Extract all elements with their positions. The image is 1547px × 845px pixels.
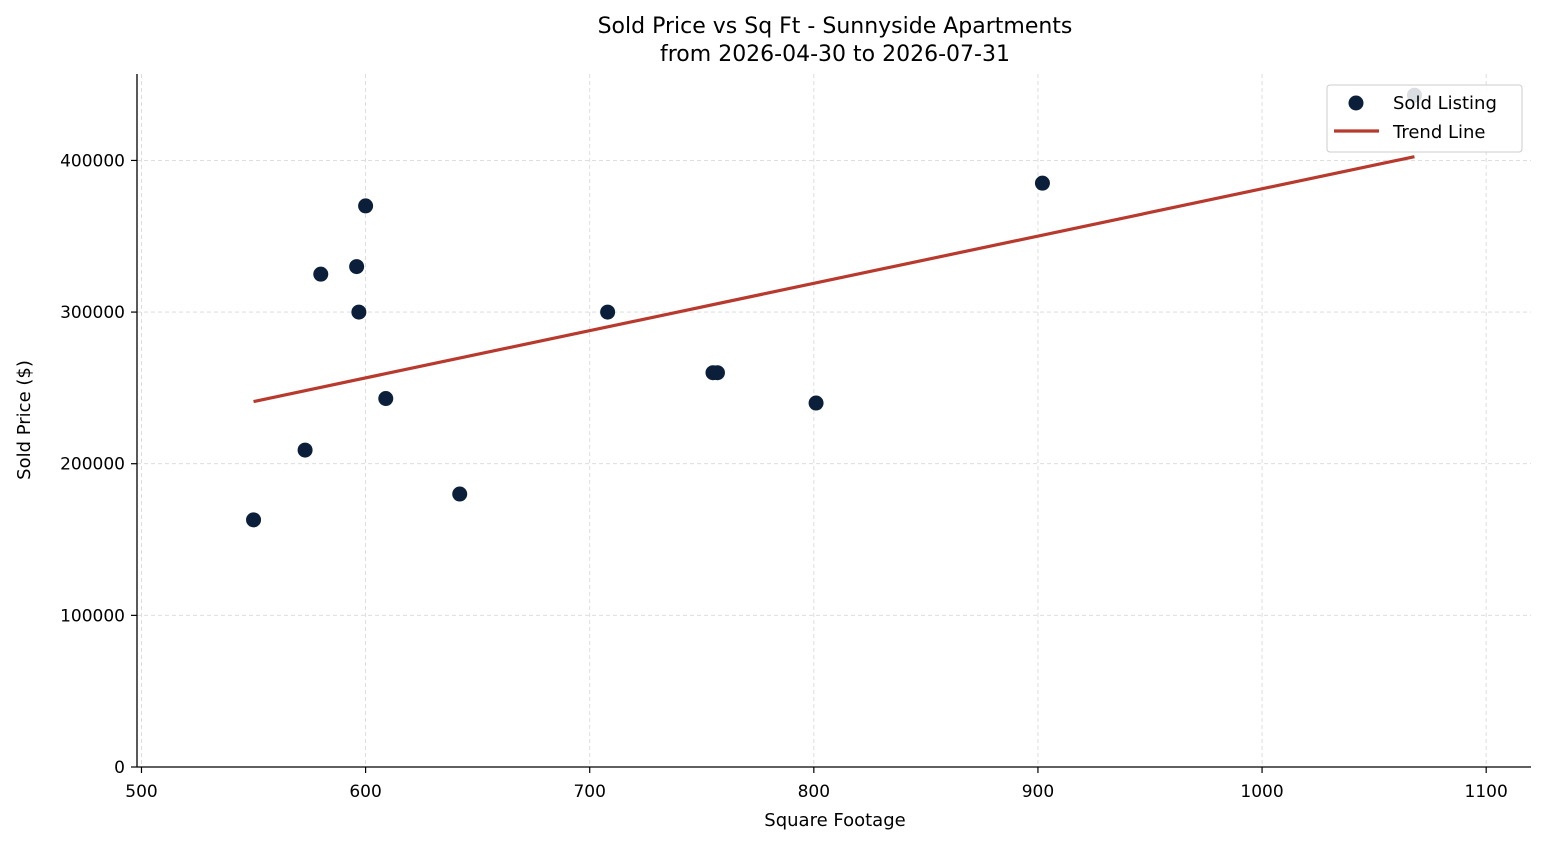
x-tick-label: 700 [573,782,605,802]
data-point [808,395,824,411]
grid [137,74,1531,768]
x-axis-label: Square Footage [764,810,905,831]
data-point [313,266,329,282]
data-point [351,304,367,320]
x-tick-label: 500 [125,782,157,802]
y-tick-label: 0 [114,758,125,778]
x-tick-label: 600 [349,782,381,802]
x-tick-label: 900 [1022,782,1054,802]
legend-frame [1326,84,1523,153]
ticks: 500 600 700 800 900 1000 1100 0 100000 200000 3000… [60,151,1508,802]
data-point [1034,175,1050,191]
y-tick-label: 400000 [60,151,125,171]
chart-subtitle: from 2026-04-30 to 2026-07-31 [660,42,1010,67]
legend: Sold Listing Trend Line [1326,84,1523,153]
data-point [378,391,394,407]
data-point [452,486,468,502]
data-point [358,198,374,214]
axes [136,74,1531,768]
legend-label-sold-listing: Sold Listing [1393,93,1497,114]
data-point [709,365,725,381]
y-axis-label: Sold Price ($) [14,360,35,480]
y-tick-label: 200000 [60,455,125,475]
x-tick-label: 800 [798,782,830,802]
trend-line [253,155,1415,404]
legend-label-trend-line: Trend Line [1392,122,1486,143]
data-point [349,259,365,275]
x-tick-label: 1000 [1240,782,1283,802]
chart-title: Sold Price vs Sq Ft - Sunnyside Apartmen… [598,14,1073,39]
data-point [246,512,262,528]
data-point [600,304,616,320]
x-tick-label: 1100 [1465,782,1508,802]
legend-marker-sold-listing [1348,95,1364,111]
y-tick-label: 300000 [60,303,125,323]
y-tick-label: 100000 [60,606,125,626]
trend-line-layer [253,155,1415,404]
scatter-points [246,87,1422,528]
data-point [297,442,313,458]
